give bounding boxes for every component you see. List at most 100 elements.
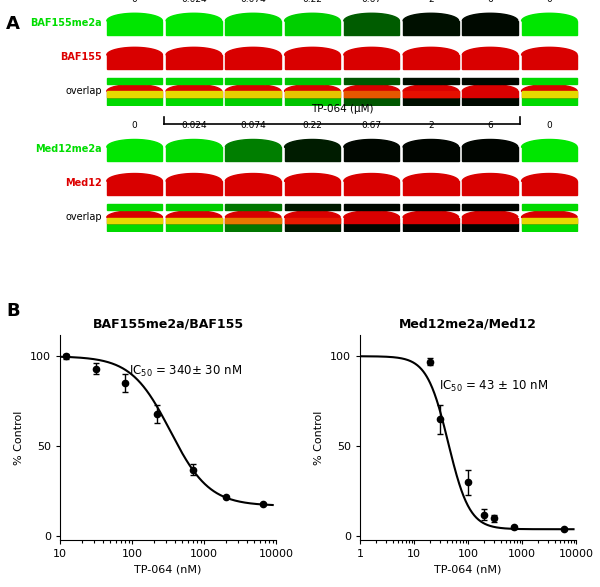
Polygon shape	[403, 92, 459, 97]
Polygon shape	[521, 97, 577, 104]
Polygon shape	[225, 92, 281, 97]
Polygon shape	[462, 211, 518, 218]
Polygon shape	[284, 21, 340, 35]
Text: 6: 6	[487, 0, 493, 4]
Polygon shape	[403, 14, 459, 21]
Text: 6: 6	[487, 122, 493, 130]
Polygon shape	[166, 14, 222, 21]
Title: BAF155me2a/BAF155: BAF155me2a/BAF155	[92, 318, 244, 330]
Title: Med12me2a/Med12: Med12me2a/Med12	[399, 318, 537, 330]
Polygon shape	[284, 211, 340, 218]
Polygon shape	[403, 223, 459, 231]
Polygon shape	[462, 204, 518, 210]
Polygon shape	[166, 92, 222, 97]
Polygon shape	[166, 97, 222, 104]
Polygon shape	[284, 97, 340, 104]
Polygon shape	[344, 48, 400, 55]
Polygon shape	[284, 204, 340, 210]
Polygon shape	[107, 218, 163, 223]
Polygon shape	[166, 223, 222, 231]
Polygon shape	[225, 48, 281, 55]
Polygon shape	[166, 204, 222, 210]
Polygon shape	[344, 55, 400, 69]
Polygon shape	[462, 181, 518, 195]
Polygon shape	[521, 204, 577, 210]
Text: 0.074: 0.074	[240, 0, 266, 4]
Text: 0.22: 0.22	[302, 0, 322, 4]
Y-axis label: % Control: % Control	[314, 410, 325, 464]
Polygon shape	[166, 147, 222, 161]
Polygon shape	[344, 204, 400, 210]
Polygon shape	[403, 92, 459, 97]
Polygon shape	[403, 218, 459, 223]
Polygon shape	[284, 92, 340, 97]
X-axis label: TP-064 (nM): TP-064 (nM)	[434, 565, 502, 575]
Polygon shape	[284, 85, 340, 92]
Polygon shape	[403, 85, 459, 92]
Polygon shape	[403, 174, 459, 181]
Text: 0.024: 0.024	[181, 0, 206, 4]
Text: IC$_{50}$ = 43 ± 10 nM: IC$_{50}$ = 43 ± 10 nM	[439, 379, 548, 393]
Polygon shape	[166, 174, 222, 181]
Text: 0: 0	[547, 0, 552, 4]
Polygon shape	[107, 92, 163, 97]
Polygon shape	[521, 92, 577, 97]
Polygon shape	[462, 97, 518, 104]
Polygon shape	[462, 140, 518, 147]
Polygon shape	[462, 147, 518, 161]
Polygon shape	[521, 78, 577, 84]
Polygon shape	[403, 21, 459, 35]
Text: 2: 2	[428, 0, 434, 4]
Polygon shape	[521, 211, 577, 218]
Text: 0.074: 0.074	[240, 122, 266, 130]
Polygon shape	[284, 140, 340, 147]
Polygon shape	[284, 174, 340, 181]
Polygon shape	[462, 85, 518, 92]
Polygon shape	[107, 55, 163, 69]
X-axis label: TP-064 (nM): TP-064 (nM)	[134, 565, 202, 575]
Polygon shape	[225, 55, 281, 69]
Polygon shape	[107, 181, 163, 195]
Polygon shape	[107, 211, 163, 218]
Polygon shape	[521, 181, 577, 195]
Text: Med12me2a: Med12me2a	[35, 144, 102, 154]
Y-axis label: % Control: % Control	[14, 410, 25, 464]
Polygon shape	[521, 48, 577, 55]
Text: 0.67: 0.67	[362, 122, 382, 130]
Polygon shape	[403, 181, 459, 195]
Polygon shape	[344, 211, 400, 218]
Polygon shape	[107, 147, 163, 161]
Polygon shape	[107, 78, 163, 84]
Polygon shape	[403, 55, 459, 69]
Polygon shape	[344, 223, 400, 231]
Polygon shape	[344, 147, 400, 161]
Polygon shape	[521, 147, 577, 161]
Polygon shape	[225, 92, 281, 97]
Polygon shape	[462, 48, 518, 55]
Polygon shape	[344, 21, 400, 35]
Polygon shape	[521, 218, 577, 223]
Polygon shape	[521, 85, 577, 92]
Polygon shape	[107, 14, 163, 21]
Polygon shape	[107, 223, 163, 231]
Text: A: A	[6, 15, 20, 33]
Polygon shape	[521, 21, 577, 35]
Polygon shape	[166, 140, 222, 147]
Polygon shape	[225, 97, 281, 104]
Polygon shape	[225, 218, 281, 223]
Polygon shape	[284, 181, 340, 195]
Polygon shape	[166, 181, 222, 195]
Polygon shape	[225, 85, 281, 92]
Polygon shape	[284, 223, 340, 231]
Text: 0: 0	[132, 122, 137, 130]
Text: overlap: overlap	[65, 212, 102, 222]
Polygon shape	[166, 92, 222, 97]
Polygon shape	[166, 218, 222, 223]
Polygon shape	[166, 21, 222, 35]
Polygon shape	[462, 14, 518, 21]
Polygon shape	[284, 218, 340, 223]
Polygon shape	[225, 181, 281, 195]
Polygon shape	[344, 85, 400, 92]
Polygon shape	[166, 48, 222, 55]
Polygon shape	[344, 97, 400, 104]
